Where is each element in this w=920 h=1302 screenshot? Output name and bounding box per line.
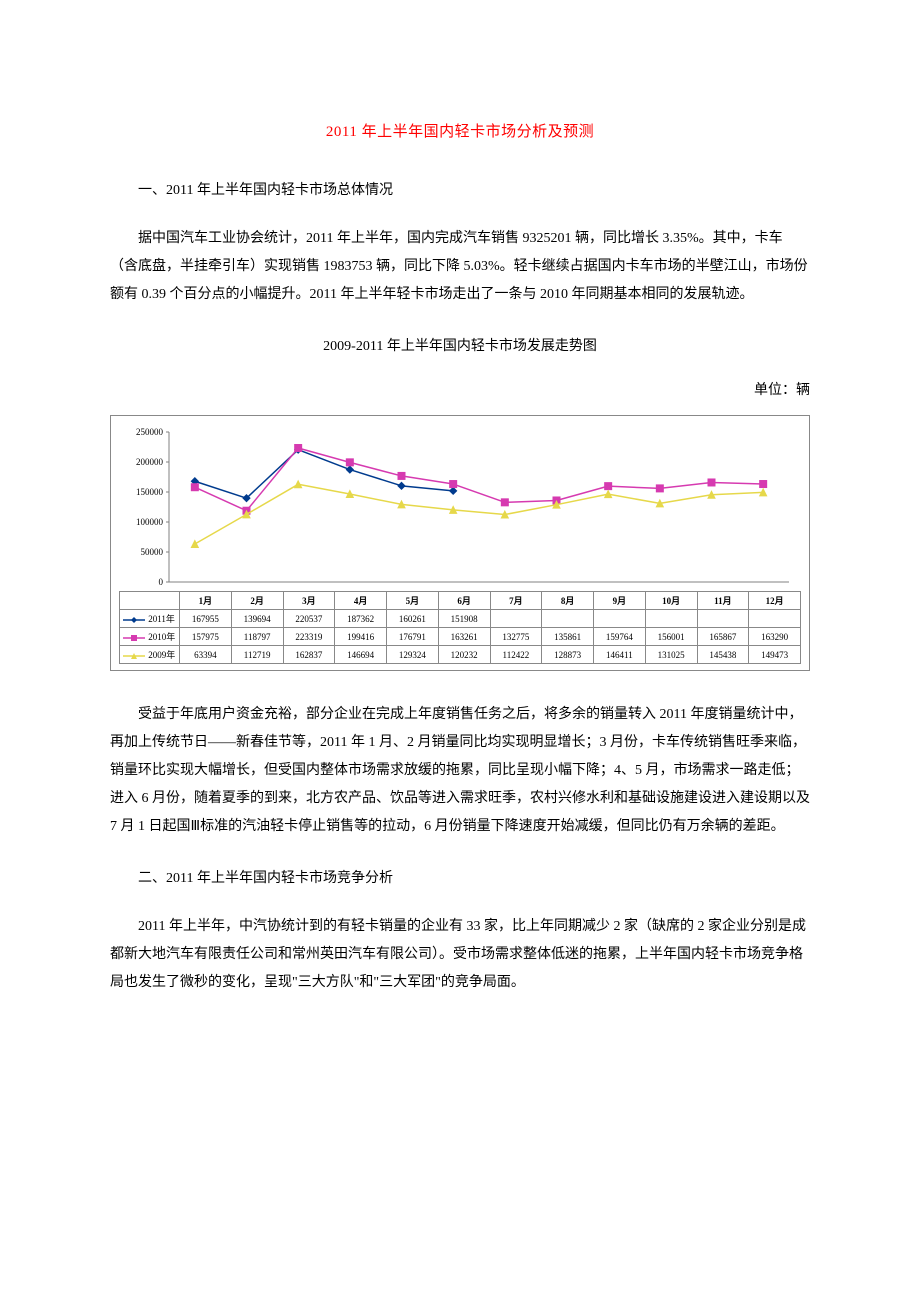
month-header: 7月 bbox=[490, 592, 542, 610]
svg-text:250000: 250000 bbox=[136, 427, 164, 437]
data-cell: 132775 bbox=[490, 628, 542, 646]
data-cell: 118797 bbox=[231, 628, 283, 646]
month-header: 12月 bbox=[749, 592, 801, 610]
data-cell: 112719 bbox=[231, 646, 283, 664]
data-cell: 199416 bbox=[335, 628, 387, 646]
data-cell bbox=[490, 610, 542, 628]
month-header: 6月 bbox=[438, 592, 490, 610]
data-cell: 129324 bbox=[387, 646, 439, 664]
data-cell: 131025 bbox=[645, 646, 697, 664]
data-cell: 167955 bbox=[180, 610, 232, 628]
line-chart-container: 0 50000 100000 150000 200000 250000 1月2月3月4月5… bbox=[110, 415, 810, 671]
section-2-heading: 二、2011 年上半年国内轻卡市场竞争分析 bbox=[110, 867, 810, 887]
data-cell bbox=[594, 610, 646, 628]
month-header: 2月 bbox=[231, 592, 283, 610]
table-row: 2011年 16795513969422053718736216026115190… bbox=[120, 610, 801, 628]
data-cell: 163261 bbox=[438, 628, 490, 646]
svg-text:150000: 150000 bbox=[136, 487, 164, 497]
data-cell: 149473 bbox=[749, 646, 801, 664]
month-header: 8月 bbox=[542, 592, 594, 610]
data-cell bbox=[542, 610, 594, 628]
data-cell: 223319 bbox=[283, 628, 335, 646]
data-cell: 120232 bbox=[438, 646, 490, 664]
section-1-heading: 一、2011 年上半年国内轻卡市场总体情况 bbox=[110, 179, 810, 199]
series-legend-cell: 2009年 bbox=[120, 646, 180, 664]
data-cell: 146694 bbox=[335, 646, 387, 664]
data-cell: 160261 bbox=[387, 610, 439, 628]
series-name-label: 2010年 bbox=[146, 632, 175, 642]
series-name-label: 2011年 bbox=[146, 614, 175, 624]
paragraph-3: 2011 年上半年，中汽协统计到的有轻卡销量的企业有 33 家，比上年同期减少 … bbox=[110, 913, 810, 997]
data-cell bbox=[697, 610, 749, 628]
table-row: 2010年 15797511879722331919941617679116326… bbox=[120, 628, 801, 646]
month-header: 5月 bbox=[387, 592, 439, 610]
data-cell: 157975 bbox=[180, 628, 232, 646]
svg-text:50000: 50000 bbox=[141, 547, 164, 557]
data-cell: 145438 bbox=[697, 646, 749, 664]
data-cell: 146411 bbox=[594, 646, 646, 664]
data-cell: 220537 bbox=[283, 610, 335, 628]
data-cell: 139694 bbox=[231, 610, 283, 628]
series-legend-cell: 2010年 bbox=[120, 628, 180, 646]
table-row: 2009年 63394112719162837146694129324120232… bbox=[120, 646, 801, 664]
month-header: 10月 bbox=[645, 592, 697, 610]
month-header: 1月 bbox=[180, 592, 232, 610]
data-cell: 112422 bbox=[490, 646, 542, 664]
data-cell: 135861 bbox=[542, 628, 594, 646]
svg-text:0: 0 bbox=[159, 577, 164, 586]
month-header: 9月 bbox=[594, 592, 646, 610]
month-header: 4月 bbox=[335, 592, 387, 610]
chart-data-table: 1月2月3月4月5月6月7月8月9月10月11月12月 2011年1679551… bbox=[119, 591, 801, 664]
data-cell bbox=[645, 610, 697, 628]
series-name-label: 2009年 bbox=[146, 650, 175, 660]
paragraph-2: 受益于年底用户资金充裕，部分企业在完成上年度销售任务之后，将多余的销量转入 20… bbox=[110, 701, 810, 841]
data-cell: 156001 bbox=[645, 628, 697, 646]
month-header: 3月 bbox=[283, 592, 335, 610]
data-cell: 187362 bbox=[335, 610, 387, 628]
svg-text:100000: 100000 bbox=[136, 517, 164, 527]
data-cell: 162837 bbox=[283, 646, 335, 664]
series-legend-cell: 2011年 bbox=[120, 610, 180, 628]
data-cell: 63394 bbox=[180, 646, 232, 664]
paragraph-1: 据中国汽车工业协会统计，2011 年上半年，国内完成汽车销售 9325201 辆… bbox=[110, 225, 810, 309]
data-cell bbox=[749, 610, 801, 628]
data-cell: 159764 bbox=[594, 628, 646, 646]
page-title: 2011 年上半年国内轻卡市场分析及预测 bbox=[110, 120, 810, 141]
data-cell: 165867 bbox=[697, 628, 749, 646]
table-header-row: 1月2月3月4月5月6月7月8月9月10月11月12月 bbox=[120, 592, 801, 610]
data-cell: 176791 bbox=[387, 628, 439, 646]
chart-unit-label: 单位：辆 bbox=[110, 379, 810, 399]
chart-title: 2009-2011 年上半年国内轻卡市场发展走势图 bbox=[110, 335, 810, 355]
data-cell: 128873 bbox=[542, 646, 594, 664]
document-page: 2011 年上半年国内轻卡市场分析及预测 一、2011 年上半年国内轻卡市场总体… bbox=[0, 0, 920, 1083]
line-chart-svg: 0 50000 100000 150000 200000 250000 bbox=[119, 426, 799, 586]
svg-text:200000: 200000 bbox=[136, 457, 164, 467]
month-header: 11月 bbox=[697, 592, 749, 610]
data-cell: 163290 bbox=[749, 628, 801, 646]
data-cell: 151908 bbox=[438, 610, 490, 628]
legend-header-blank bbox=[120, 592, 180, 610]
